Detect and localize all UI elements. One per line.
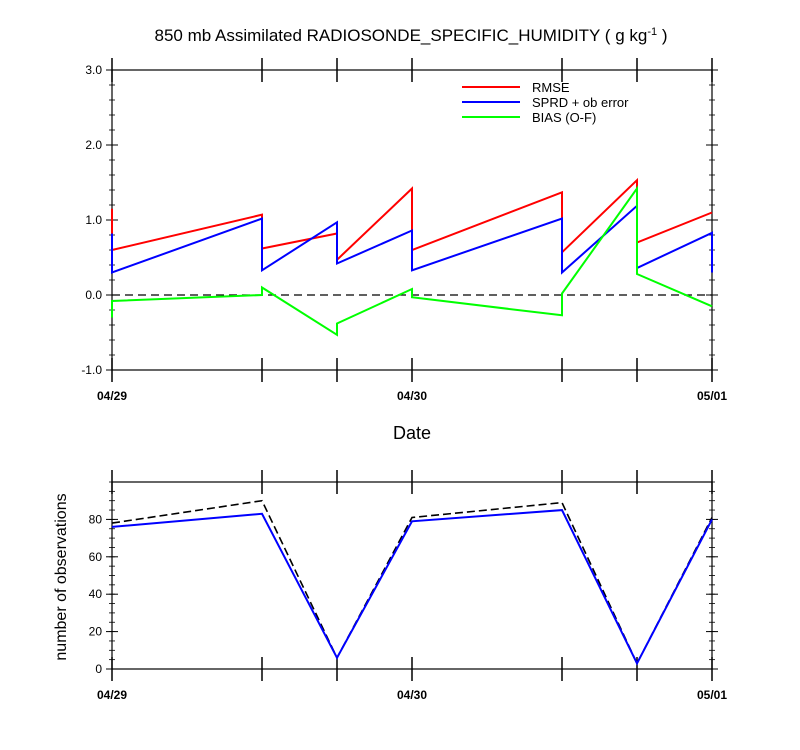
chart-title-end: ) bbox=[657, 26, 667, 45]
x-tick-label: 05/01 bbox=[697, 389, 727, 403]
x-tick-label: 04/30 bbox=[397, 688, 427, 702]
y-tick-label: 1.0 bbox=[85, 213, 102, 227]
y-tick-label: 80 bbox=[89, 512, 103, 526]
chart-title-superscript: -1 bbox=[647, 26, 657, 38]
legend-label: RMSE bbox=[532, 80, 570, 95]
y-tick-label: -1.0 bbox=[81, 363, 102, 377]
y-tick-label: 0.0 bbox=[85, 288, 102, 302]
y-tick-label: 2.0 bbox=[85, 138, 102, 152]
y-tick-label: 40 bbox=[89, 587, 103, 601]
legend-label: SPRD + ob error bbox=[532, 95, 629, 110]
y-tick-label: 20 bbox=[89, 625, 103, 639]
chart-title: 850 mb Assimilated RADIOSONDE_SPECIFIC_H… bbox=[155, 26, 668, 45]
series-line-assimilated bbox=[111, 509, 713, 666]
y-tick-label: 0 bbox=[95, 662, 102, 676]
x-tick-label: 04/30 bbox=[397, 389, 427, 403]
y-tick-label: 60 bbox=[89, 550, 103, 564]
legend-label: BIAS (O-F) bbox=[532, 110, 596, 125]
top-chart-series bbox=[111, 177, 713, 337]
series-line-possible bbox=[111, 499, 713, 666]
chart-title-main: 850 mb Assimilated RADIOSONDE_SPECIFIC_H… bbox=[155, 26, 648, 45]
x-tick-label: 04/29 bbox=[97, 389, 127, 403]
bottom-chart-frame: 0 20 40 60 80 04/29 04/30 05/01 bbox=[89, 470, 727, 702]
x-axis-label: Date bbox=[393, 423, 431, 443]
x-tick-label: 05/01 bbox=[697, 688, 727, 702]
top-chart-frame: -1.0 0.0 1.0 2.0 3.0 04/29 04/30 05/01 bbox=[81, 58, 727, 403]
y-axis-label-observations: number of observations bbox=[53, 493, 70, 660]
x-tick-label: 04/29 bbox=[97, 688, 127, 702]
y-tick-label: 3.0 bbox=[85, 63, 102, 77]
bottom-chart-series bbox=[111, 499, 713, 666]
